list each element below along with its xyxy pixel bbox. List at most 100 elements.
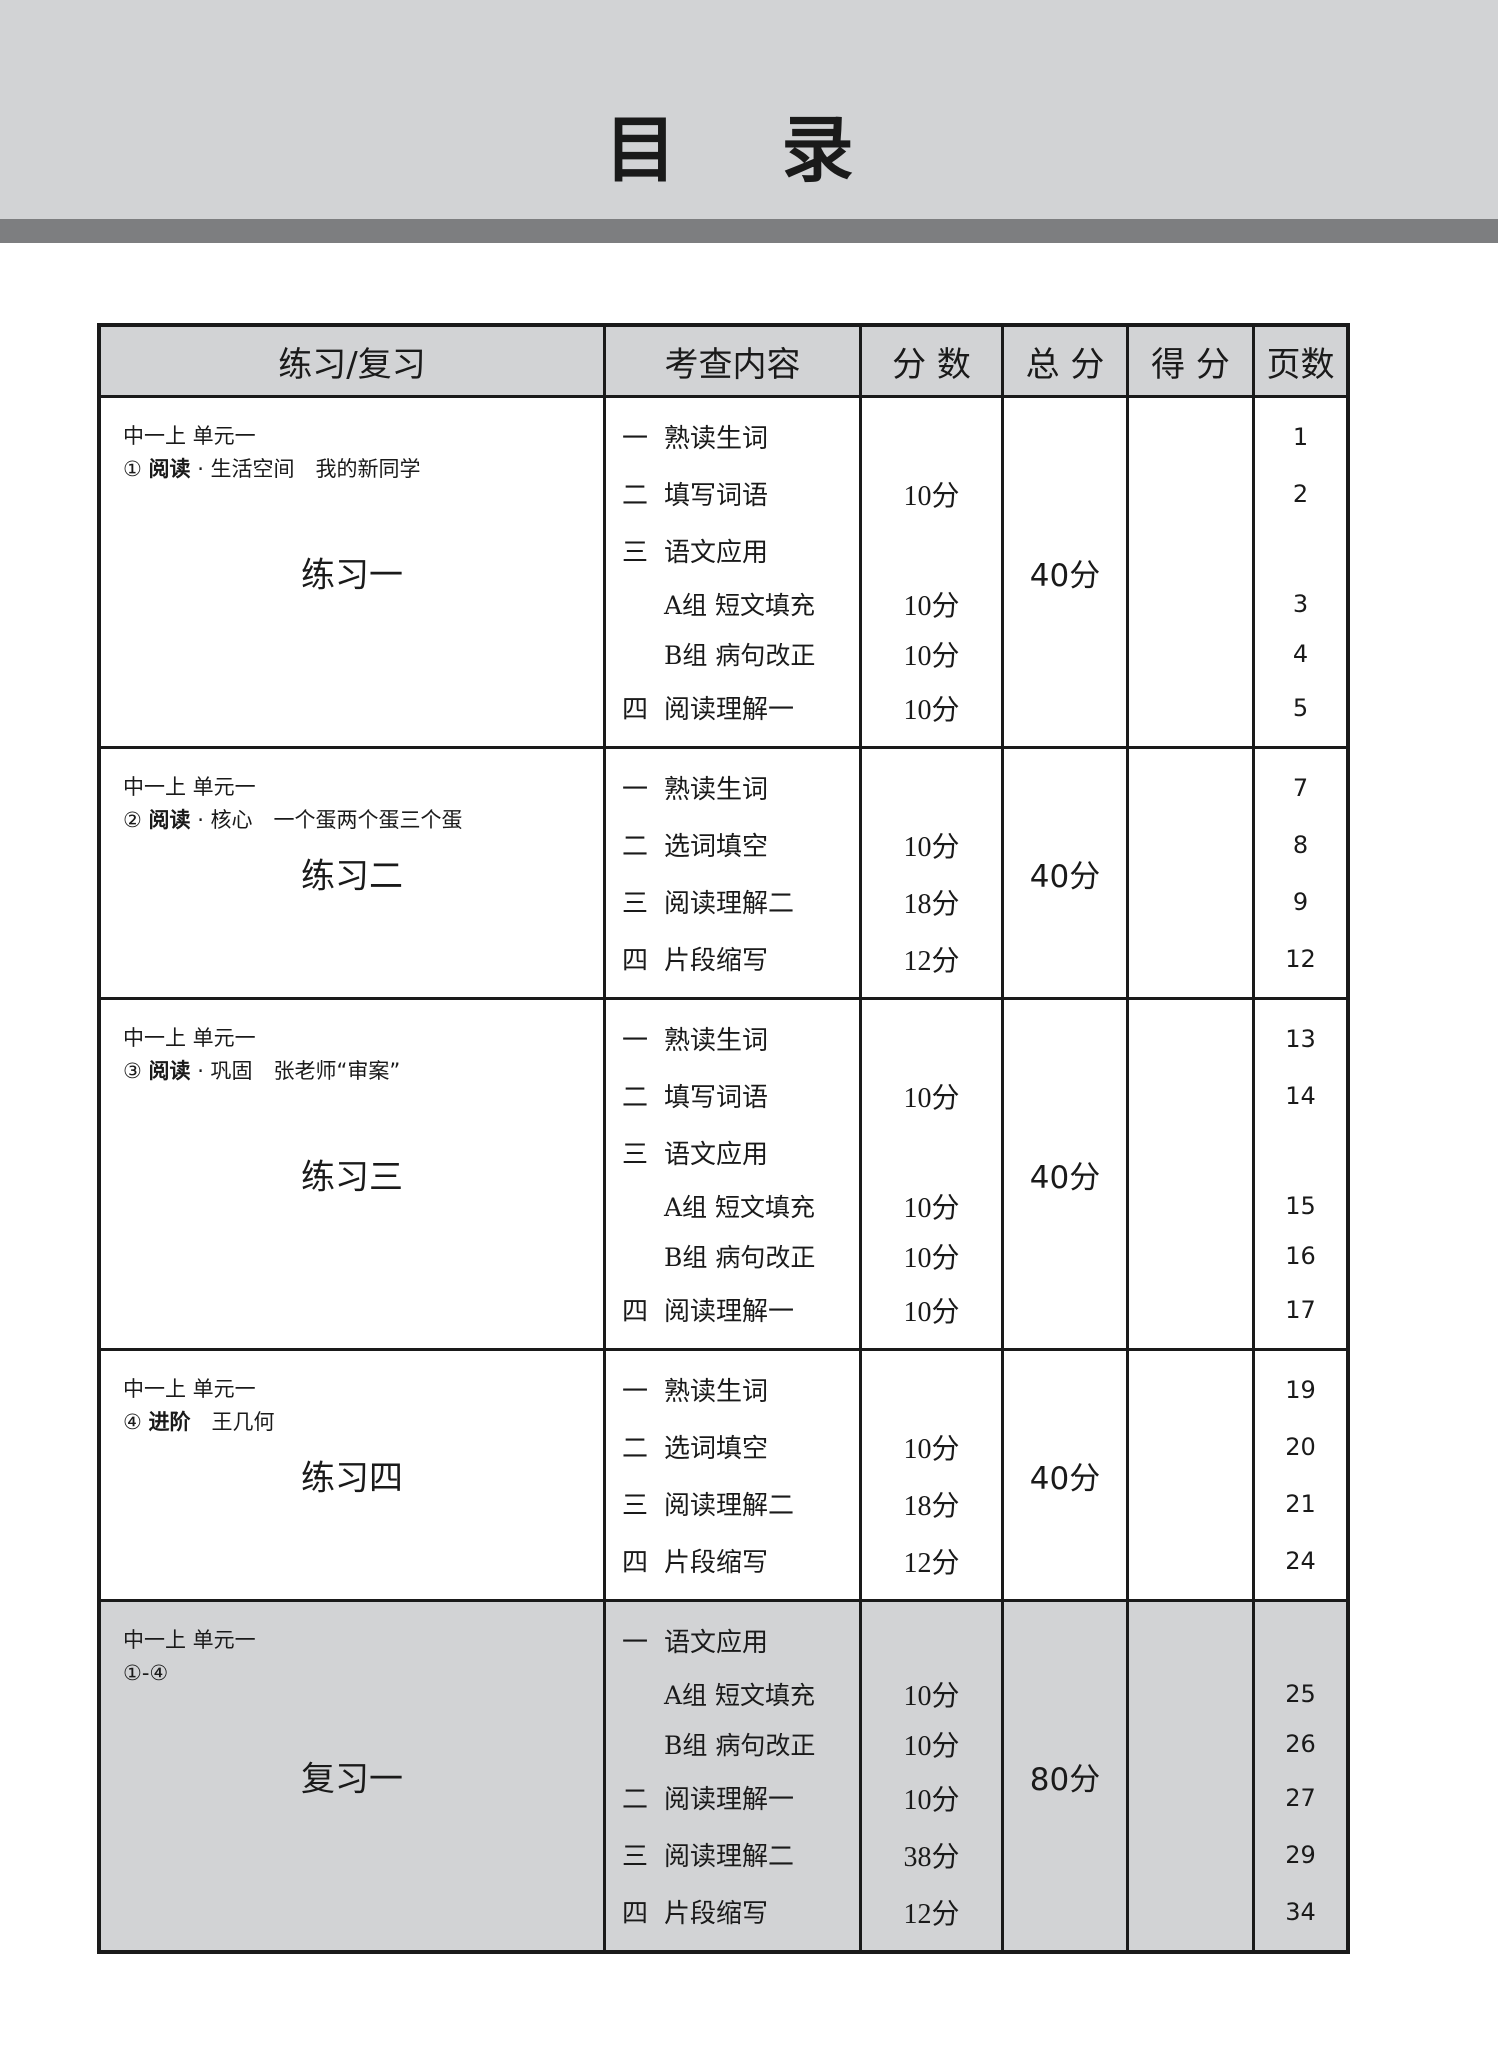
table-row: B组 病句改正 10分 26 bbox=[99, 1719, 1350, 1769]
lesson-number: ③ bbox=[123, 1059, 142, 1083]
table-row: 二填写词语 10分 2 bbox=[99, 465, 1350, 522]
item-label: 熟读生词 bbox=[664, 424, 769, 454]
item-number: 四 bbox=[622, 1297, 649, 1327]
lesson-type: 阅读 bbox=[148, 808, 191, 832]
total-score: 40分 bbox=[1001, 396, 1129, 749]
table-row: 三语文应用 bbox=[99, 522, 1350, 579]
lesson-title: · 巩固 张老师“审案” bbox=[190, 1059, 401, 1083]
table-row: 中一上 单元一 ④ 进阶 王几何 练习四 一熟读生词 40分 19 bbox=[97, 1349, 1350, 1602]
lesson-number: ①-④ bbox=[123, 1661, 169, 1685]
unit-label: 中一上 单元一 ① 阅读 · 生活空间 我的新同学 bbox=[123, 420, 421, 486]
content-item: 二填写词语 bbox=[603, 465, 862, 522]
item-label: 语文应用 bbox=[664, 1628, 769, 1658]
earned-score-cell bbox=[1126, 1349, 1255, 1602]
content-item: 一熟读生词 bbox=[603, 998, 862, 1067]
item-number: 二 bbox=[622, 1785, 649, 1815]
contents-table: 练习/复习 考查内容 分 数 总 分 得 分 页数 中一上 单元一 ① 阅读 · … bbox=[97, 323, 1350, 1954]
item-score: 10分 bbox=[859, 1418, 1004, 1475]
page-number: 14 bbox=[1252, 1067, 1350, 1124]
page-number: 27 bbox=[1252, 1769, 1350, 1826]
item-number: 一 bbox=[622, 1628, 649, 1658]
lesson-type: 进阶 bbox=[148, 1410, 191, 1434]
item-label: 熟读生词 bbox=[664, 1377, 769, 1407]
table-row: 四阅读理解一 10分 5 bbox=[99, 679, 1350, 749]
content-item: 四阅读理解一 bbox=[603, 1281, 862, 1351]
item-number: 一 bbox=[622, 424, 649, 454]
exercise-name: 练习一 bbox=[301, 555, 403, 596]
item-label: 阅读理解一 bbox=[664, 1785, 795, 1815]
item-number: 二 bbox=[622, 832, 649, 862]
content-item: 一语文应用 bbox=[603, 1600, 862, 1669]
total-score: 40分 bbox=[1001, 998, 1129, 1351]
exercise-cell: 中一上 单元一 ① 阅读 · 生活空间 我的新同学练习一 bbox=[97, 396, 606, 749]
total-score: 80分 bbox=[1001, 1600, 1129, 1954]
page-number: 26 bbox=[1252, 1719, 1350, 1769]
exercise-cell: 中一上 单元一 ③ 阅读 · 巩固 张老师“审案” 练习三 bbox=[97, 998, 606, 1351]
content-item: 三语文应用 bbox=[603, 522, 862, 579]
page-number: 8 bbox=[1252, 816, 1350, 873]
content-item: 四片段缩写 bbox=[603, 930, 862, 1000]
item-number: 一 bbox=[622, 1026, 649, 1056]
lesson-type: 阅读 bbox=[148, 1059, 191, 1083]
page-number: 15 bbox=[1252, 1181, 1350, 1231]
page-number bbox=[1252, 1124, 1350, 1181]
table-row: 三阅读理解二 38分 29 bbox=[99, 1826, 1350, 1883]
page-title: 目 录 bbox=[604, 108, 894, 192]
item-score bbox=[859, 396, 1004, 465]
item-label: 熟读生词 bbox=[664, 1026, 769, 1056]
item-number: 三 bbox=[622, 1842, 649, 1872]
item-number: 一 bbox=[622, 1377, 649, 1407]
item-score: 10分 bbox=[859, 679, 1004, 749]
item-number: 四 bbox=[622, 1548, 649, 1578]
header-score: 分 数 bbox=[859, 325, 1004, 398]
exercise-cell: 中一上 单元一 ①-④ 复习一 bbox=[97, 1600, 606, 1954]
item-label: 语文应用 bbox=[664, 1140, 769, 1170]
item-score: 12分 bbox=[859, 1883, 1004, 1954]
page-number: 12 bbox=[1252, 930, 1350, 1000]
table-header-row: 练习/复习 考查内容 分 数 总 分 得 分 页数 bbox=[97, 325, 1350, 398]
item-number: 二 bbox=[622, 1434, 649, 1464]
item-score: 10分 bbox=[859, 1067, 1004, 1124]
item-score: 10分 bbox=[859, 1669, 1004, 1719]
page-number: 34 bbox=[1252, 1883, 1350, 1954]
item-label: 填写词语 bbox=[664, 481, 769, 511]
content-item: A组 短文填充 bbox=[603, 1669, 862, 1719]
exercise-cell: 中一上 单元一 ② 阅读 · 核心 一个蛋两个蛋三个蛋练习二 bbox=[97, 747, 606, 1000]
header-content: 考查内容 bbox=[603, 325, 862, 398]
exercise-name: 练习三 bbox=[301, 1157, 403, 1198]
table-row: 二选词填空 10分 8 bbox=[99, 816, 1350, 873]
lesson-title: · 核心 一个蛋两个蛋三个蛋 bbox=[190, 808, 463, 832]
page-number: 17 bbox=[1252, 1281, 1350, 1351]
page-number bbox=[1252, 1600, 1350, 1669]
page-number: 3 bbox=[1252, 579, 1350, 629]
content-item: B组 病句改正 bbox=[603, 1719, 862, 1769]
item-number: 三 bbox=[622, 1491, 649, 1521]
item-score: 10分 bbox=[859, 1231, 1004, 1281]
item-label: 片段缩写 bbox=[664, 1899, 769, 1929]
content-item: 一熟读生词 bbox=[603, 1349, 862, 1418]
table-row: 四片段缩写 12分 34 bbox=[99, 1883, 1350, 1954]
content-item: 四片段缩写 bbox=[603, 1883, 862, 1954]
page-number: 7 bbox=[1252, 747, 1350, 816]
content-item: 三阅读理解二 bbox=[603, 873, 862, 930]
lesson-line: ② 阅读 · 核心 一个蛋两个蛋三个蛋 bbox=[123, 804, 463, 837]
header-exercise: 练习/复习 bbox=[97, 325, 606, 398]
page-number: 24 bbox=[1252, 1532, 1350, 1602]
table-row: 中一上 单元一 ① 阅读 · 生活空间 我的新同学 练习一 一熟读生词 40分 1 bbox=[97, 396, 1350, 749]
page-number: 9 bbox=[1252, 873, 1350, 930]
content-item: 二选词填空 bbox=[603, 1418, 862, 1475]
page-number: 5 bbox=[1252, 679, 1350, 749]
unit-name: 中一上 单元一 bbox=[123, 775, 256, 799]
item-label: 选词填空 bbox=[664, 832, 769, 862]
item-number: 四 bbox=[622, 1899, 649, 1929]
item-label: 语文应用 bbox=[664, 538, 769, 568]
table-row: 三阅读理解二 18分 9 bbox=[99, 873, 1350, 930]
page-number: 4 bbox=[1252, 629, 1350, 679]
lesson-line: ④ 进阶 王几何 bbox=[123, 1406, 275, 1439]
exercise-name: 练习四 bbox=[301, 1458, 403, 1499]
item-label: 选词填空 bbox=[664, 1434, 769, 1464]
table-row: 二选词填空 10分 20 bbox=[99, 1418, 1350, 1475]
content-item: 三语文应用 bbox=[603, 1124, 862, 1181]
exercise-name: 练习二 bbox=[301, 856, 403, 897]
table-row: 四片段缩写 12分 12 bbox=[99, 930, 1350, 1000]
